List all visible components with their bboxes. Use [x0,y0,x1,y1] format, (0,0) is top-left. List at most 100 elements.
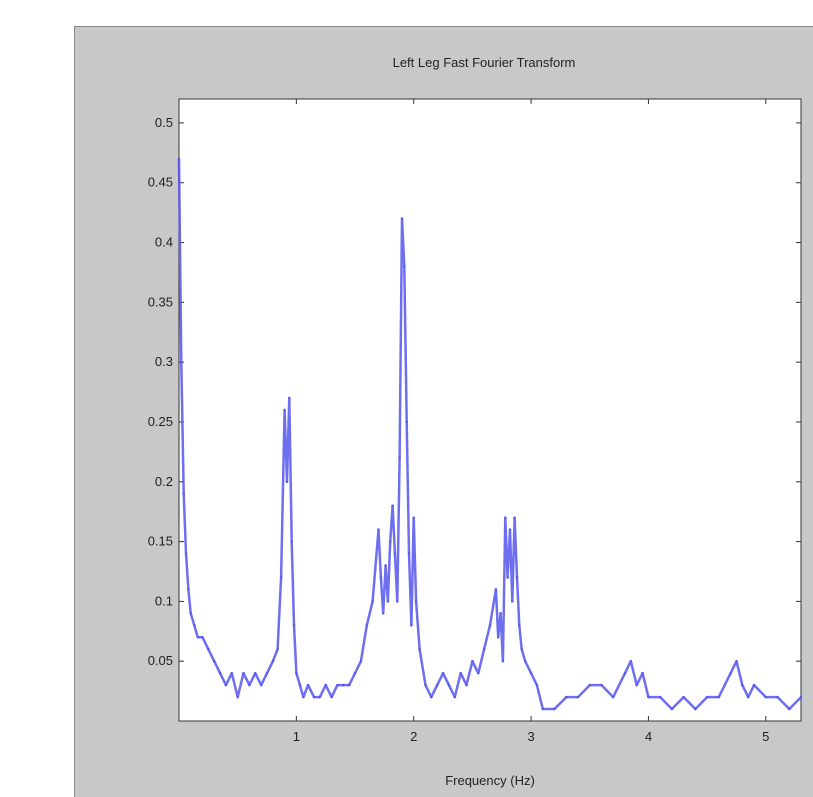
series-point [410,624,413,627]
series-point [659,695,662,699]
x-tick-label: 1 [293,729,300,744]
series-point [306,683,310,687]
series-point [348,683,351,687]
series-point [187,588,190,591]
series-point [184,552,188,555]
y-tick-label: 0.2 [155,474,173,489]
x-tick-labels: 1 2 3 4 5 [293,729,770,744]
series-point [391,504,394,507]
series-point [511,600,514,603]
series-point [248,683,251,687]
series-point [482,648,486,651]
series-point [741,683,744,687]
series-point [389,540,392,543]
series-point [218,672,222,675]
series-point [520,648,523,651]
series-point [471,660,474,663]
series-point [414,600,418,603]
series-point [260,683,263,687]
y-tick-label: 0.4 [155,235,173,250]
y-tick-label: 0.3 [155,354,173,369]
y-tick-labels: 0.05 0.1 0.15 0.2 0.25 0.3 0.35 0.4 0.45 0.5 [148,115,173,668]
series-point [588,683,591,687]
series-point [318,695,321,699]
series-point [312,695,316,699]
series-point [254,672,257,675]
series-point [359,660,363,663]
y-tick-label: 0.5 [155,115,173,130]
series-point [436,683,439,687]
series-point [377,528,380,531]
series-point [670,707,674,711]
series-point [177,157,181,160]
series-point [694,707,697,711]
series-point [180,361,183,364]
series-point [201,636,204,639]
y-tick-label: 0.15 [148,534,173,549]
x-axis-label: Frequency (Hz) [445,773,535,788]
series-point [295,672,298,675]
y-tick-label: 0.35 [148,294,173,309]
series-point [788,707,791,711]
series-point [504,516,507,519]
fft-chart: Left Leg Fast Fourier Transform 0.05 0.1 0… [148,55,803,788]
series-point [384,564,387,567]
series-point [285,480,289,483]
series-point [196,636,199,639]
series-point [441,672,445,675]
y-tick-label: 0.05 [148,653,173,668]
x-tick-label: 4 [645,729,652,744]
series-point [513,516,516,519]
series-point [336,683,339,687]
series-point [279,576,283,579]
series-point [330,695,333,699]
series-point [207,648,210,651]
series-point [497,636,500,639]
series-point [506,576,509,579]
series-point [682,695,685,699]
series-point [576,695,580,699]
series-point [647,695,650,699]
series-point [288,396,291,400]
chart-title: Left Leg Fast Fourier Transform [393,55,576,70]
series-point [400,217,404,220]
series-point [488,624,492,627]
series-point [342,683,345,687]
series-point [641,672,644,675]
series-point [465,683,468,687]
series-point [298,683,302,687]
x-tick-label: 5 [762,729,769,744]
series-point [447,683,451,687]
series-point [382,612,385,615]
series-point [405,420,408,424]
series-point [403,265,406,268]
series-point [635,683,638,687]
series-point [386,600,390,603]
series-point [182,492,185,495]
series-point [418,648,421,651]
series-point [508,528,512,531]
series-point [224,683,228,687]
y-tick-label: 0.1 [155,593,173,608]
series-point [764,695,767,699]
series-point [535,683,539,687]
series-point [524,660,527,663]
series-point [398,456,401,459]
series-point [371,600,374,603]
x-tick-label: 2 [410,729,417,744]
series-point [189,612,192,615]
series-point [230,672,233,675]
series-point [379,576,383,579]
series-point [518,624,521,627]
series-point [236,695,239,699]
series-point [529,672,533,675]
series-point [193,624,196,627]
series-point [629,660,632,663]
series-point [515,576,519,579]
series-point [501,660,505,663]
series-point [541,707,544,711]
series-point [283,408,286,412]
plot-area [178,98,802,722]
series-point [292,624,296,627]
series-point [752,683,756,687]
